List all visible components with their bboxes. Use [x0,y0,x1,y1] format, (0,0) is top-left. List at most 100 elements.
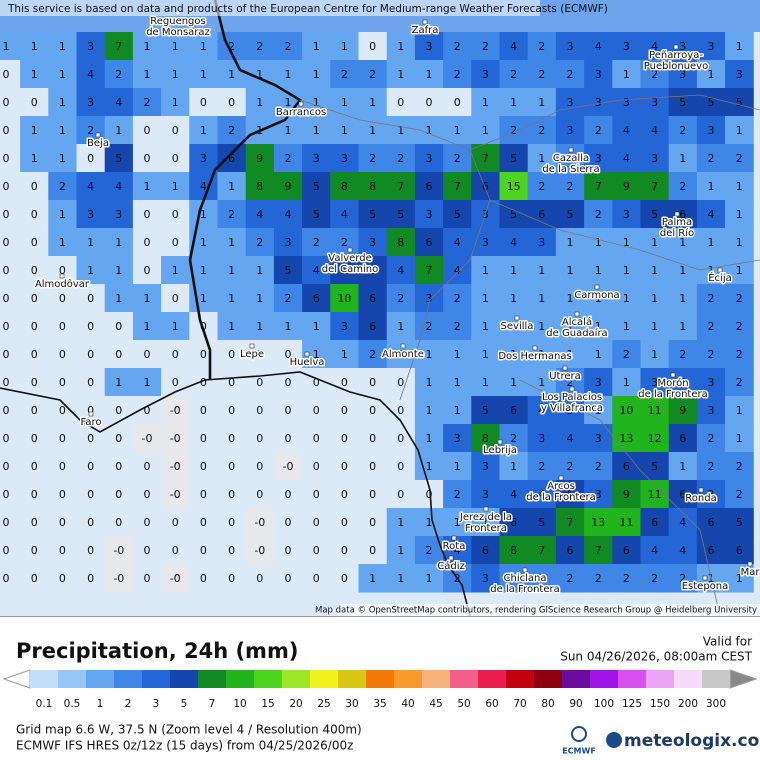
grid-cell [527,480,557,509]
grid-cell [471,480,500,509]
grid-value: -0 [254,544,265,557]
place-marker [483,506,489,512]
grid-value: 4 [623,152,630,165]
grid-cell [668,564,698,593]
grid-value: 1 [144,376,151,389]
legend-arrow-high [729,669,758,689]
grid-value: 0 [285,572,292,585]
grid-cell [725,172,754,201]
legend-swatch [170,670,199,688]
grid-value: 1 [679,264,686,277]
grid-cell [302,200,331,229]
grid-value: 2 [228,124,235,137]
grid-cell [358,368,388,397]
grid-value: 2 [567,180,574,193]
grid-value: 0 [341,516,348,529]
grid-value: 6 [623,544,630,557]
grid-value: 6 [369,320,376,333]
grid-cell [48,144,77,173]
grid-value: 2 [736,460,743,473]
grid-cell [132,144,162,173]
grid-cell [245,396,275,425]
grid-cell [161,172,190,201]
grid-value: 1 [115,376,122,389]
place-marker [558,475,564,481]
grid-cell [273,256,303,285]
grid-value: 1 [313,96,320,109]
grid-cell [499,508,529,537]
grid-value: 1 [482,376,489,389]
grid-cell [104,60,134,89]
grid-cell [386,88,416,117]
grid-cell [358,172,388,201]
grid-cell [0,536,21,565]
grid-cell [640,508,670,537]
place-name: Estepona [682,581,729,592]
grid-value: 0 [31,236,38,249]
grid-cell [555,200,585,229]
grid-value: 1 [454,516,461,529]
grid-value: 0 [228,516,235,529]
grid-value: 4 [538,404,545,417]
grid-value: 0 [426,96,433,109]
grid-value: 3 [285,236,292,249]
grid-value: 1 [595,404,602,417]
grid-cell [640,60,670,89]
grid-value: 1 [115,124,122,137]
grid-cell [612,508,641,537]
grid-cell [217,340,247,369]
grid-cell [358,88,388,117]
grid-cell [273,396,303,425]
grid-cell [0,200,21,229]
grid-cell [273,228,303,257]
grid-value: 1 [172,68,179,81]
grid-value: 1 [313,320,320,333]
grid-cell [386,396,416,425]
grid-value: 1 [59,208,66,221]
grid-value: 2 [567,572,574,585]
grid-cell [217,368,247,397]
grid-value: 3 [313,152,320,165]
grid-value: 0 [144,208,151,221]
grid-value: 1 [172,40,179,53]
grid-value: 1 [200,40,207,53]
grid-value: 3 [482,488,489,501]
grid-value: 0 [144,544,151,557]
grid-cell [76,536,106,565]
grid-cell [245,508,275,537]
grid-cell [668,396,698,425]
grid-cell [471,396,500,425]
grid-value: 3 [482,236,489,249]
grid-value: 3 [426,208,433,221]
grid-cell [668,452,698,481]
grid-cell [584,116,613,145]
grid-cell [76,452,106,481]
grid-cell [414,256,444,285]
place-marker [451,535,457,541]
grid-cell [161,256,190,285]
grid-cell [414,424,444,453]
grid-cell [0,452,21,481]
grid-value: 5 [651,460,658,473]
grid-cell [725,396,754,425]
grid-cell [330,312,359,341]
grid-value: 2 [454,320,461,333]
grid-value: 1 [397,124,404,137]
grid-value: 4 [256,208,263,221]
place-marker [514,315,520,321]
grid-value: 0 [172,152,179,165]
grid-value: 0 [31,292,38,305]
place-name: de la Sierra [542,164,599,175]
grid-cell [612,312,641,341]
grid-value: 0 [172,208,179,221]
grid-value: 2 [285,152,292,165]
legend-label: 2 [125,698,132,710]
grid-cell [104,116,134,145]
place-name: Los Palacios [542,392,602,403]
grid-value: 0 [369,404,376,417]
grid-value: 3 [200,152,207,165]
grid-value: -0 [170,404,181,417]
grid-cell [76,368,106,397]
grid-cell [48,116,77,145]
grid-value: 1 [454,460,461,473]
